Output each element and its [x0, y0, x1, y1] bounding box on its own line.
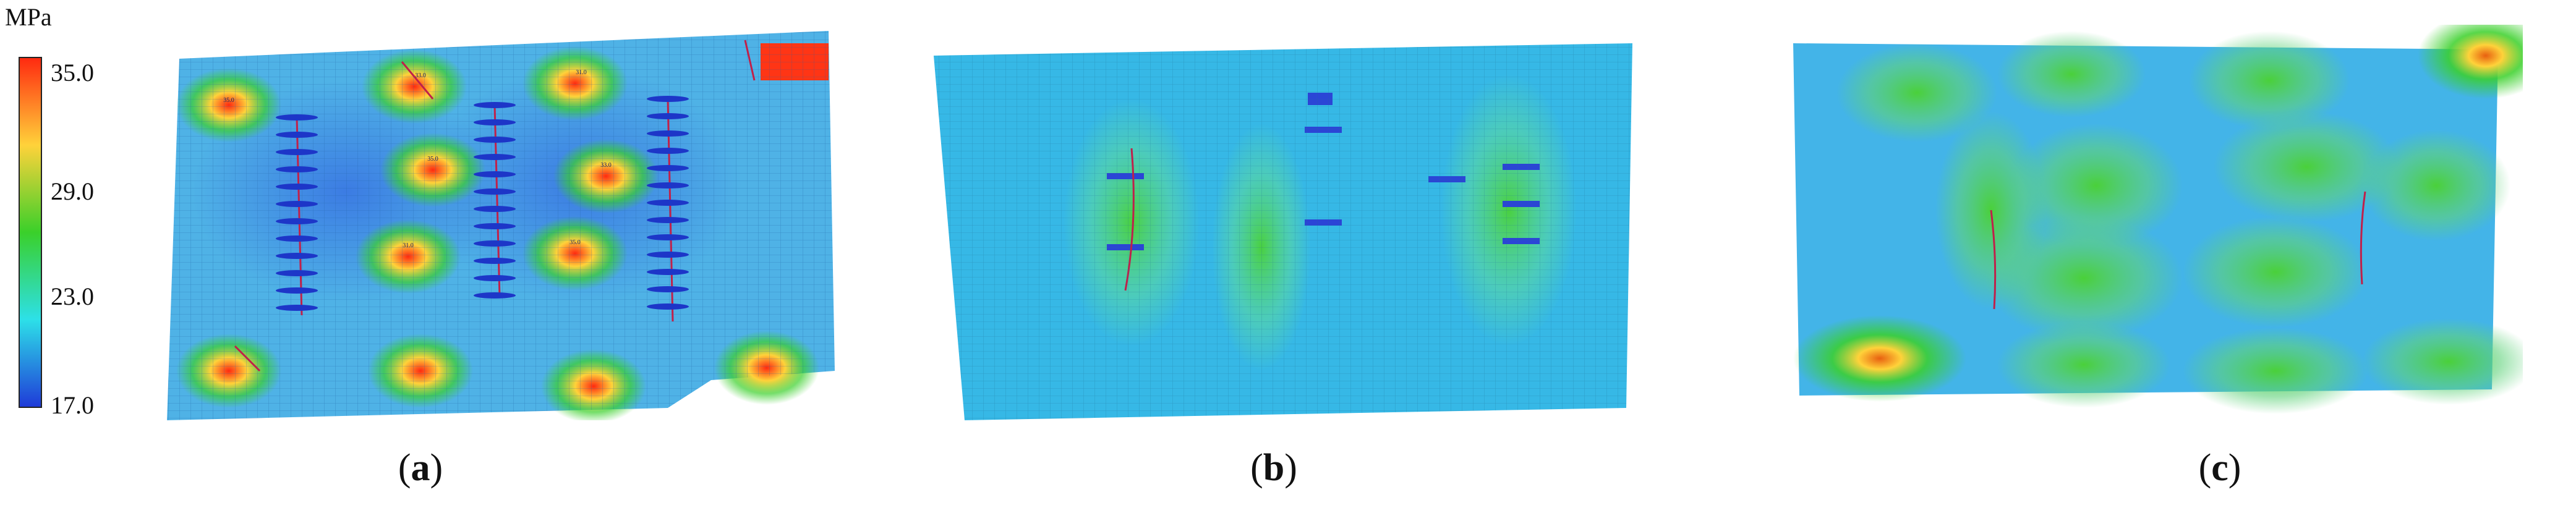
stress-map-b — [934, 43, 1632, 420]
well-c-1 — [2360, 191, 2366, 285]
well-a-0-disc — [276, 253, 318, 259]
marker-a-2 — [234, 345, 261, 372]
blob-c-0 — [2418, 25, 2523, 99]
well-a-1-disc — [474, 137, 516, 143]
well-a-1-disc — [474, 292, 516, 299]
hotspot-a-label-0: 35.0 — [223, 97, 234, 104]
well-a-0-disc — [276, 235, 318, 242]
well-a-2-disc — [647, 252, 689, 258]
colorbar — [19, 57, 42, 408]
blob-c-2 — [1997, 31, 2146, 117]
well-a-2-disc — [647, 96, 689, 102]
hotspot-a-label-6: 35.0 — [569, 239, 581, 246]
blob-c-8 — [1793, 315, 1966, 402]
hotspot-a-label-2: 31.0 — [576, 69, 587, 76]
blob-c-10 — [2183, 328, 2368, 414]
well-a-1-disc — [474, 154, 516, 160]
well-a-1-disc — [474, 240, 516, 247]
well-a-0-disc — [276, 305, 318, 311]
panel-label-c: (c) — [2198, 447, 2241, 489]
marker-a-0 — [744, 40, 756, 81]
blob-c-7 — [2214, 111, 2399, 223]
panel-a: 35.0 33.0 31.0 35.0 33.0 31.0 35.0 — [124, 25, 853, 420]
well-a-2-disc — [647, 303, 689, 310]
well-a-2-disc — [647, 165, 689, 171]
well-a-2-disc — [647, 286, 689, 292]
well-a-2-disc — [647, 182, 689, 189]
blob-c-6 — [2183, 216, 2368, 328]
well-a-0-disc — [276, 149, 318, 155]
panel-label-a: (a) — [398, 447, 443, 489]
blob-c-11 — [2362, 318, 2523, 405]
colorbar-tick-23: 23.0 — [51, 282, 94, 310]
blob-c-4 — [2010, 124, 2183, 247]
well-a-0-disc — [276, 287, 318, 294]
hotspot-a-label-1: 33.0 — [415, 72, 426, 79]
well-a-1-disc — [474, 119, 516, 125]
well-a-0-disc — [276, 114, 318, 121]
well-a-2-disc — [647, 234, 689, 240]
hotspot-a-label-5: 31.0 — [403, 242, 414, 249]
well-a-1-disc — [474, 223, 516, 229]
well-c-0 — [1990, 210, 1997, 310]
stress-map-c — [1793, 25, 2523, 414]
hotspot-a-label-4: 33.0 — [600, 162, 612, 169]
well-a-2-disc — [647, 130, 689, 137]
well-a-0-disc — [276, 166, 318, 172]
panel-label-b: (b) — [1250, 447, 1297, 489]
colorbar-tick-min: 17.0 — [51, 391, 94, 419]
stress-map-a: 35.0 33.0 31.0 35.0 33.0 31.0 35.0 — [167, 31, 835, 420]
well-a-0-disc — [276, 201, 318, 207]
blob-c-1 — [1836, 43, 1997, 142]
blob-c-9 — [1997, 321, 2170, 408]
well-a-2-disc — [647, 269, 689, 275]
well-a-0-disc — [276, 218, 318, 224]
blob-c-3 — [2189, 31, 2350, 130]
well-a-1-disc — [474, 171, 516, 177]
panel-c — [1793, 25, 2523, 420]
well-a-0-disc — [276, 270, 318, 276]
colorbar-tick-max: 35.0 — [51, 59, 94, 87]
well-a-1-disc — [474, 189, 516, 195]
well-a-0-disc — [276, 132, 318, 138]
well-a-1-disc — [474, 258, 516, 264]
panel-b — [928, 25, 1657, 420]
hotspot-a-label-3: 35.0 — [427, 156, 438, 163]
well-a-2-disc — [647, 200, 689, 206]
well-a-2-disc — [647, 217, 689, 223]
colorbar-tick-29: 29.0 — [51, 177, 94, 205]
well-a-1-disc — [474, 102, 516, 108]
well-a-0-disc — [276, 184, 318, 190]
blob-c-12 — [2362, 130, 2510, 241]
well-a-1-disc — [474, 206, 516, 212]
well-a-2-disc — [647, 113, 689, 119]
well-a-2-disc — [647, 148, 689, 154]
well-a-1-disc — [474, 275, 516, 281]
colorbar-unit: MPa — [5, 3, 52, 31]
marker-a-1 — [401, 61, 434, 100]
